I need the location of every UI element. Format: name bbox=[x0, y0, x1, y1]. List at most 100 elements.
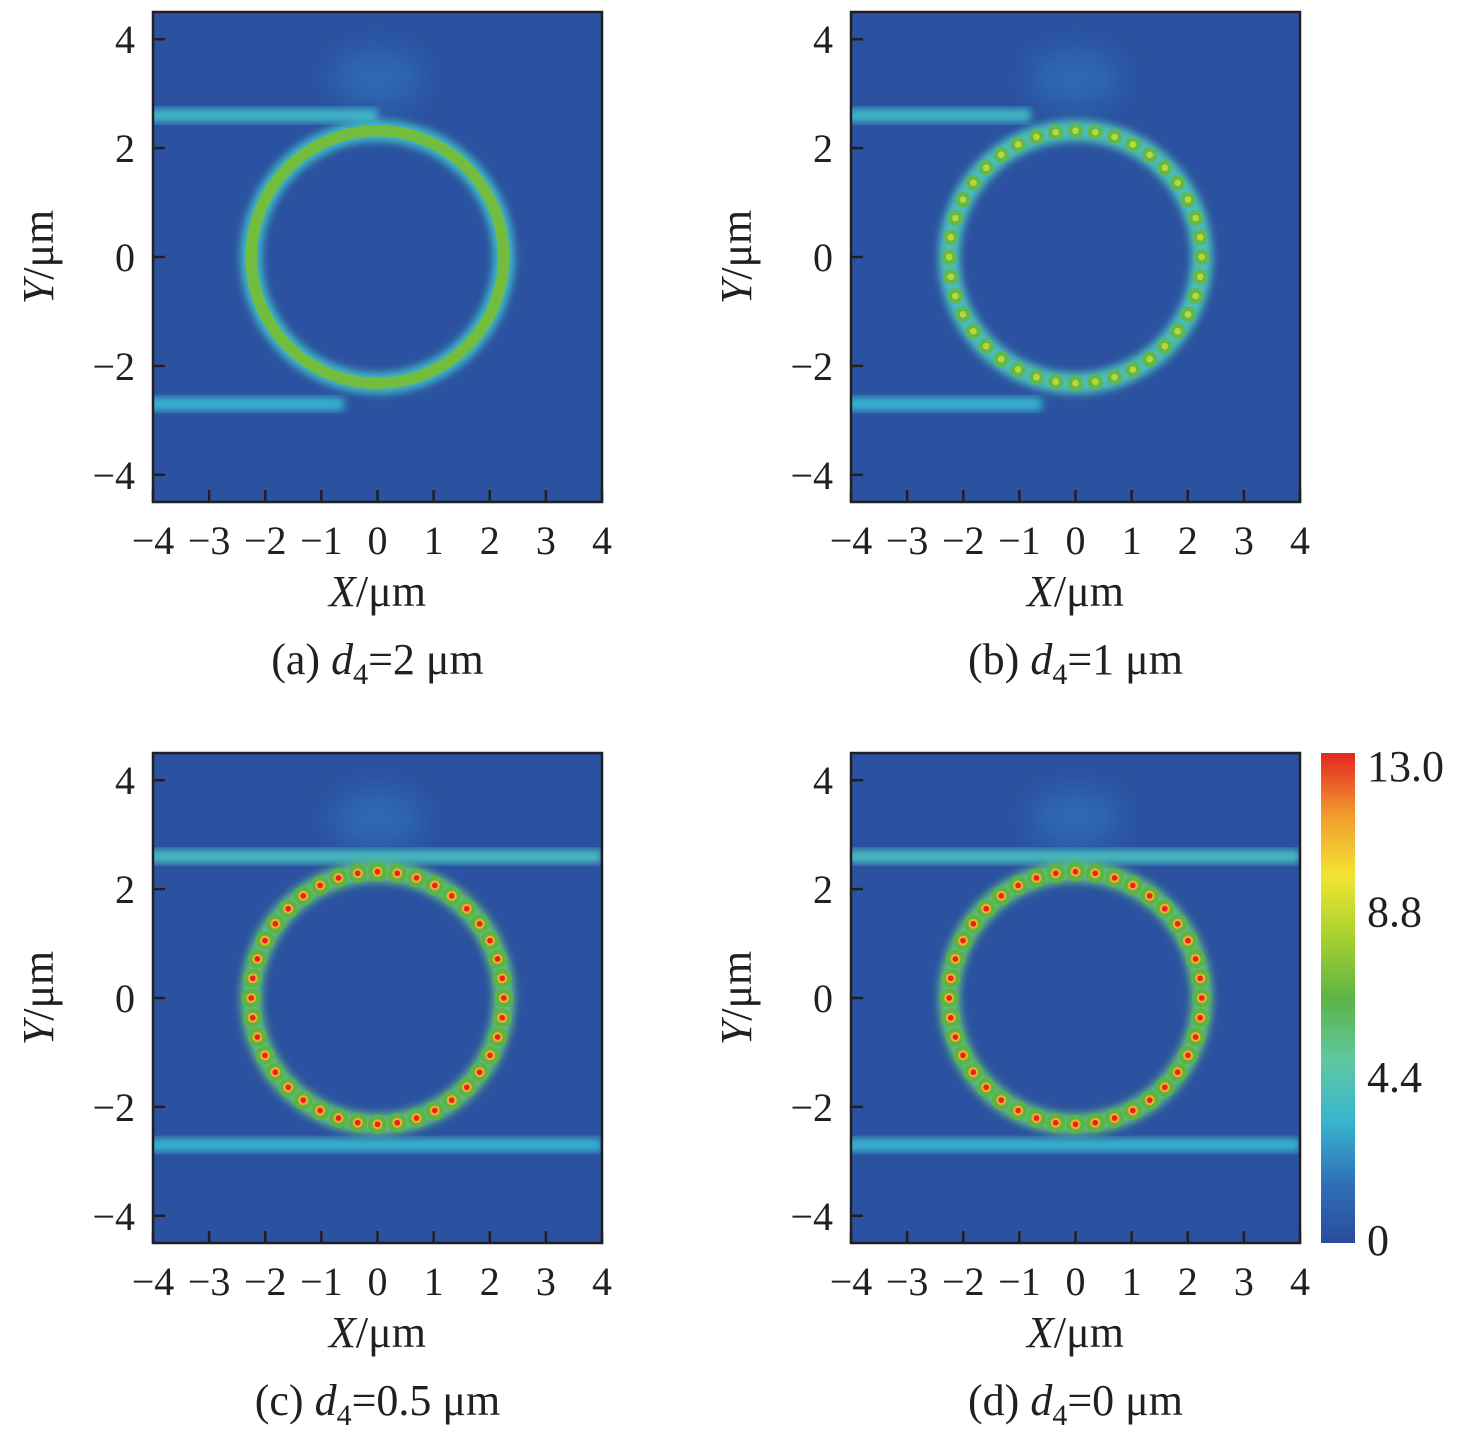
x-tick-label: 3 bbox=[1234, 1259, 1254, 1304]
x-tick-label: −2 bbox=[942, 1259, 985, 1304]
hotspot bbox=[1184, 196, 1192, 204]
hotspot bbox=[1192, 214, 1199, 222]
hotspot-peak bbox=[1146, 893, 1153, 899]
hotspot bbox=[1111, 133, 1118, 141]
hotspot bbox=[1052, 128, 1060, 136]
hotspot-peak bbox=[1174, 920, 1181, 927]
hotspot-peak bbox=[983, 1084, 990, 1091]
x-tick-label: −4 bbox=[132, 1259, 175, 1304]
hotspot-peak bbox=[970, 920, 977, 927]
hotspot-peak bbox=[952, 1034, 959, 1040]
y-tick-label: 2 bbox=[813, 867, 833, 912]
panel-caption: (d) d4=0 μm bbox=[968, 1376, 1183, 1432]
waveguide-top bbox=[153, 108, 378, 123]
hotspot bbox=[982, 342, 990, 350]
hotspot-peak bbox=[494, 956, 501, 962]
hotspot-peak bbox=[499, 975, 506, 982]
hotspot bbox=[982, 164, 990, 172]
hotspot-peak bbox=[1111, 875, 1118, 881]
x-tick-label: 3 bbox=[536, 518, 556, 563]
hotspot-peak bbox=[394, 870, 401, 877]
hotspot bbox=[1174, 179, 1182, 187]
hotspot bbox=[1196, 273, 1204, 281]
hotspot bbox=[952, 214, 959, 222]
y-tick-label: −2 bbox=[92, 344, 135, 389]
field-glow bbox=[332, 49, 423, 106]
x-tick-label: 2 bbox=[1178, 1259, 1198, 1304]
hotspot bbox=[947, 273, 955, 281]
hotspot bbox=[1072, 379, 1079, 387]
hotspot-peak bbox=[1015, 1107, 1021, 1114]
hotspot-peak bbox=[300, 893, 307, 899]
y-tick-label: 2 bbox=[115, 867, 135, 912]
x-tick-label: 2 bbox=[480, 1259, 500, 1304]
hotspot bbox=[1146, 151, 1154, 159]
colorbar-tick-label: 13.0 bbox=[1367, 742, 1444, 791]
x-tick-label: −2 bbox=[942, 518, 985, 563]
hotspot-peak bbox=[1130, 882, 1136, 889]
y-axis-label: Y/μm bbox=[14, 210, 63, 305]
hotspot-peak bbox=[1192, 1034, 1199, 1040]
x-tick-label: 0 bbox=[368, 518, 388, 563]
colorbar-tick-label: 8.8 bbox=[1367, 887, 1422, 936]
hotspot-peak bbox=[1130, 1107, 1136, 1114]
hotspot bbox=[997, 151, 1005, 159]
y-tick-label: −4 bbox=[92, 1194, 135, 1239]
waveguide-bottom bbox=[851, 1138, 1300, 1152]
hotspot-peak bbox=[1111, 1115, 1118, 1121]
hotspot-peak bbox=[432, 1107, 438, 1114]
x-tick-label: 4 bbox=[592, 518, 612, 563]
hotspot bbox=[1091, 378, 1099, 386]
field-glow bbox=[1030, 790, 1121, 847]
hotspot bbox=[969, 327, 977, 335]
x-axis-label: X/μm bbox=[1025, 1308, 1124, 1357]
field-glow bbox=[1030, 49, 1121, 106]
hotspot-peak bbox=[285, 905, 292, 912]
hotspot-peak bbox=[494, 1034, 501, 1040]
x-axis-label: X/μm bbox=[327, 567, 426, 616]
hotspot-peak bbox=[970, 1069, 977, 1076]
hotspot bbox=[945, 253, 953, 261]
hotspot bbox=[1198, 253, 1206, 261]
y-axis-label: Y/μm bbox=[14, 951, 63, 1046]
hotspot bbox=[959, 196, 967, 204]
panel-caption: (b) d4=1 μm bbox=[968, 635, 1183, 691]
x-tick-label: 1 bbox=[1122, 1259, 1142, 1304]
x-tick-label: −3 bbox=[188, 518, 231, 563]
x-tick-label: 0 bbox=[368, 1259, 388, 1304]
hotspot-peak bbox=[374, 868, 381, 875]
hotspot-peak bbox=[960, 1052, 966, 1059]
hotspot-peak bbox=[272, 920, 279, 927]
hotspot bbox=[1014, 366, 1022, 373]
x-tick-label: −1 bbox=[300, 1259, 343, 1304]
x-tick-label: 0 bbox=[1066, 1259, 1086, 1304]
x-tick-label: 1 bbox=[1122, 518, 1142, 563]
hotspot-peak bbox=[463, 1084, 470, 1091]
x-tick-label: −4 bbox=[830, 1259, 873, 1304]
hotspot-peak bbox=[1092, 1119, 1099, 1126]
hotspot-peak bbox=[335, 875, 342, 881]
hotspot-peak bbox=[947, 975, 954, 982]
hotspot-peak bbox=[998, 893, 1005, 899]
waveguide-bottom bbox=[153, 1138, 602, 1152]
hotspot-peak bbox=[463, 905, 470, 912]
hotspot-peak bbox=[1197, 1014, 1204, 1021]
hotspot-peak bbox=[1161, 905, 1168, 912]
x-tick-label: −4 bbox=[830, 518, 873, 563]
y-tick-label: 4 bbox=[115, 17, 135, 62]
plot-area bbox=[851, 12, 1300, 502]
hotspot-peak bbox=[500, 995, 507, 1001]
y-tick-label: 0 bbox=[813, 235, 833, 280]
hotspot bbox=[1161, 164, 1169, 172]
hotspot-peak bbox=[335, 1115, 342, 1121]
hotspot bbox=[1129, 141, 1137, 148]
hotspot-peak bbox=[394, 1119, 401, 1126]
hotspot bbox=[1072, 127, 1079, 135]
y-tick-label: −4 bbox=[92, 453, 135, 498]
x-tick-label: −4 bbox=[132, 518, 175, 563]
y-tick-label: 4 bbox=[115, 758, 135, 803]
hotspot-peak bbox=[1033, 1115, 1040, 1121]
